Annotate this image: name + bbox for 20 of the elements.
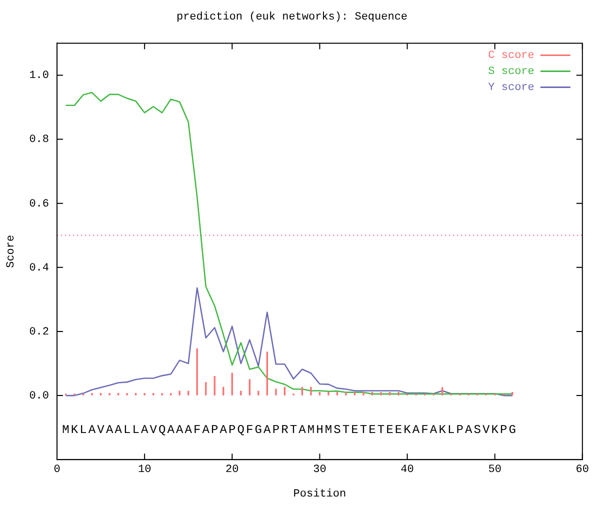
y-tick-label: 0.8 — [29, 134, 50, 146]
legend-label: S score — [488, 66, 534, 78]
x-tick-label: 60 — [576, 464, 589, 476]
y-tick-label: 0.0 — [29, 390, 50, 402]
x-tick-label: 50 — [488, 464, 502, 476]
legend-label: Y score — [488, 82, 534, 94]
chart-title: prediction (euk networks): Sequence — [176, 12, 408, 24]
x-tick-label: 40 — [400, 464, 414, 476]
y-axis-title: Score — [6, 234, 18, 268]
legend-label: C score — [488, 50, 534, 62]
x-tick-label: 10 — [138, 464, 152, 476]
y-tick-label: 0.6 — [29, 198, 50, 210]
x-tick-label: 30 — [313, 464, 326, 476]
x-tick-label: 0 — [54, 464, 60, 476]
y-tick-label: 0.4 — [29, 262, 50, 274]
annotation: MKLAVAALLAVQAAAFAPAPQFGAPRTAMHMSTETETEEKAFAKLPASVKPG — [62, 422, 518, 437]
y-tick-label: 0.2 — [29, 326, 50, 338]
x-tick-label: 20 — [226, 464, 239, 476]
x-axis-title: Position — [293, 488, 346, 500]
y-tick-label: 1.0 — [29, 70, 50, 82]
